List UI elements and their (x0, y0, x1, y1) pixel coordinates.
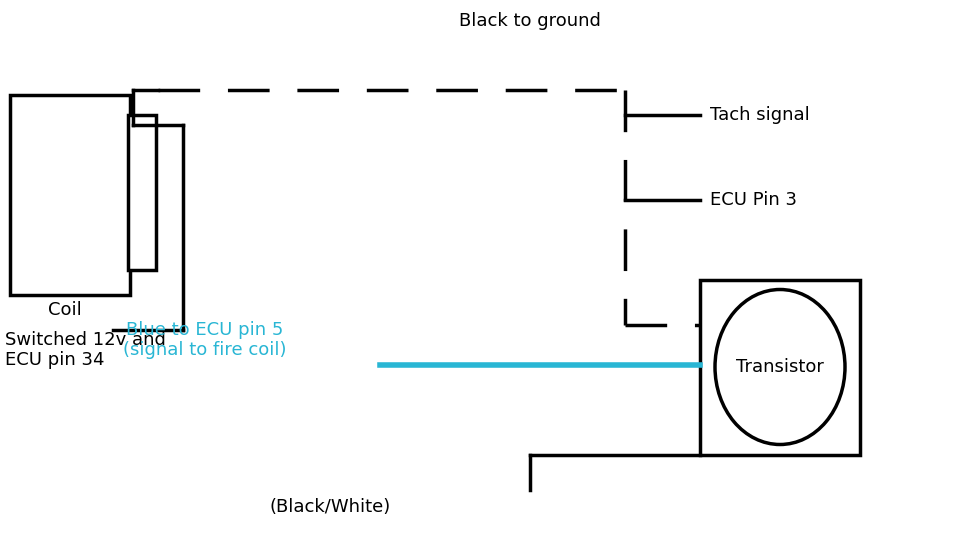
Bar (10, 95, 130, 295)
Text: Coil: Coil (48, 301, 82, 319)
Bar (128, 115, 156, 270)
Text: (Black/White): (Black/White) (270, 498, 391, 516)
Text: Switched 12v and
ECU pin 34: Switched 12v and ECU pin 34 (5, 330, 166, 369)
Ellipse shape (715, 289, 845, 444)
Text: Tach signal: Tach signal (710, 106, 809, 124)
Bar (700, 280, 860, 455)
Text: Black to ground: Black to ground (459, 12, 601, 30)
Text: Transistor: Transistor (736, 358, 824, 376)
Text: ECU Pin 3: ECU Pin 3 (710, 191, 797, 209)
Text: Blue to ECU pin 5
(signal to fire coil): Blue to ECU pin 5 (signal to fire coil) (123, 321, 287, 360)
